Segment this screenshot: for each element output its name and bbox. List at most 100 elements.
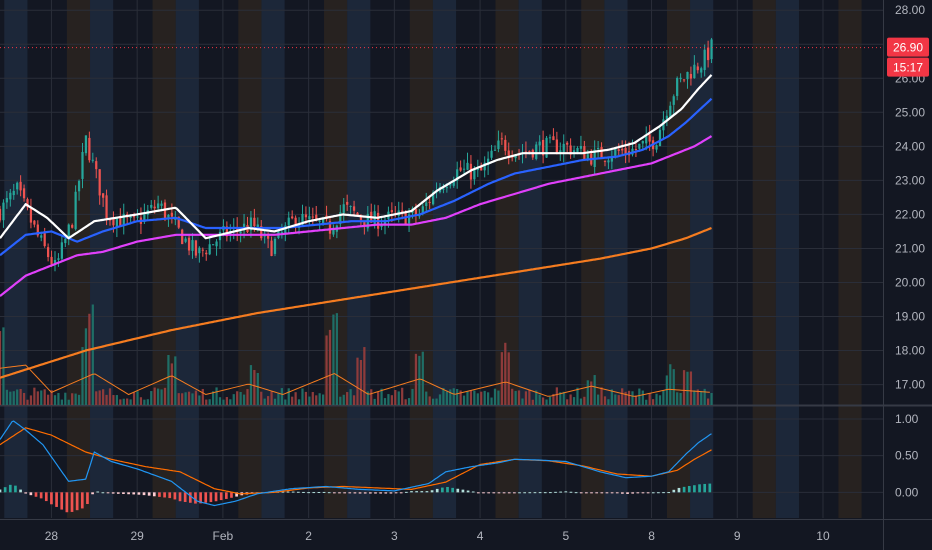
- volume-bar: [662, 390, 665, 405]
- volume-bar: [136, 391, 139, 405]
- candle: [572, 145, 576, 158]
- candle-body: [208, 244, 211, 255]
- candle: [645, 126, 648, 151]
- candle: [349, 205, 352, 214]
- candle: [665, 109, 668, 127]
- volume-bar: [665, 375, 668, 405]
- volume-bar: [541, 397, 545, 405]
- volume-bar: [205, 399, 208, 405]
- candle-body: [569, 145, 572, 155]
- macd-histogram-bar: [235, 492, 238, 497]
- candle: [342, 198, 345, 223]
- volume-bar: [459, 390, 462, 405]
- volume-bar: [105, 394, 108, 405]
- candle-body: [77, 180, 81, 192]
- macd-histogram-bar: [358, 492, 362, 494]
- ema-fast-line: [0, 74, 713, 240]
- candle-body: [404, 212, 407, 225]
- macd-histogram-bar: [507, 492, 511, 494]
- candle: [150, 200, 153, 210]
- premarket-band: [175, 0, 199, 518]
- macd-histogram-bar: [621, 492, 624, 494]
- macd-histogram-bar: [549, 492, 552, 494]
- candle: [634, 141, 638, 158]
- candle: [566, 141, 569, 154]
- volume-bar: [229, 399, 232, 405]
- volume-bar: [504, 342, 507, 405]
- ema-long-line: [0, 226, 712, 379]
- candle-body: [414, 209, 418, 216]
- candle-body: [91, 159, 94, 161]
- macd-histogram-bar: [147, 492, 151, 496]
- macd-histogram-bar: [574, 492, 578, 494]
- candle-body: [81, 152, 84, 179]
- candle-body: [191, 240, 194, 251]
- macd-histogram-bar: [0, 489, 2, 493]
- premarket-band: [347, 0, 371, 518]
- volume-bar: [590, 381, 593, 405]
- candle: [201, 247, 204, 257]
- volume-bar: [122, 398, 125, 405]
- macd-histogram-bar: [132, 492, 136, 495]
- candle-body: [596, 147, 600, 149]
- postmarket-band: [409, 0, 433, 518]
- macd-tick-label: 0.50: [895, 449, 919, 463]
- candle-body: [74, 191, 77, 230]
- candle-body: [150, 204, 153, 208]
- macd-histogram-bar: [399, 492, 403, 494]
- volume-bars: [0, 304, 713, 405]
- candle-body: [706, 47, 710, 61]
- volume-bar: [321, 394, 325, 405]
- candle-body: [43, 233, 46, 247]
- candle-body: [566, 142, 569, 145]
- candle-body: [710, 39, 713, 60]
- macd-histogram-bar: [569, 491, 573, 493]
- macd-histogram-bar: [127, 492, 130, 495]
- candle: [91, 152, 94, 163]
- volume-bar: [634, 395, 638, 405]
- candle-body: [703, 49, 706, 70]
- volume-bar: [160, 389, 163, 405]
- candle-body: [490, 150, 493, 158]
- time-tick-label: 3: [391, 529, 398, 543]
- volume-bar: [280, 388, 283, 405]
- candle-body: [212, 244, 215, 246]
- candle: [291, 210, 294, 220]
- macd-histogram-bar: [435, 488, 439, 493]
- volume-bar: [22, 392, 26, 405]
- volume-bar: [462, 395, 466, 405]
- candle-body: [493, 149, 497, 151]
- candle: [710, 37, 713, 64]
- candle-body: [339, 212, 342, 224]
- macd-histogram-bar: [80, 492, 84, 509]
- candle: [658, 125, 662, 147]
- volume-bar: [287, 388, 290, 405]
- candle: [641, 140, 644, 150]
- candle: [84, 135, 88, 156]
- postmarket-band: [238, 0, 262, 518]
- candle-body: [0, 208, 2, 221]
- candle: [363, 222, 366, 235]
- candle-body: [181, 229, 184, 245]
- volume-bar: [170, 363, 173, 405]
- volume-bar: [442, 387, 445, 405]
- candle: [167, 214, 170, 227]
- candle: [610, 150, 613, 170]
- volume-bar: [71, 393, 74, 405]
- candle: [187, 235, 191, 256]
- candle: [74, 185, 77, 231]
- candle: [0, 205, 2, 223]
- candle-body: [119, 217, 122, 227]
- candle: [425, 192, 428, 212]
- macd-histogram-bar: [70, 492, 74, 512]
- macd-tick-label: 0.00: [895, 485, 919, 499]
- candle-body: [541, 139, 545, 156]
- volume-bar: [263, 398, 266, 405]
- candle-body: [507, 150, 510, 156]
- candle: [352, 200, 356, 215]
- candle-body: [2, 202, 5, 221]
- volume-bar: [679, 393, 682, 405]
- volume-bar: [146, 399, 149, 405]
